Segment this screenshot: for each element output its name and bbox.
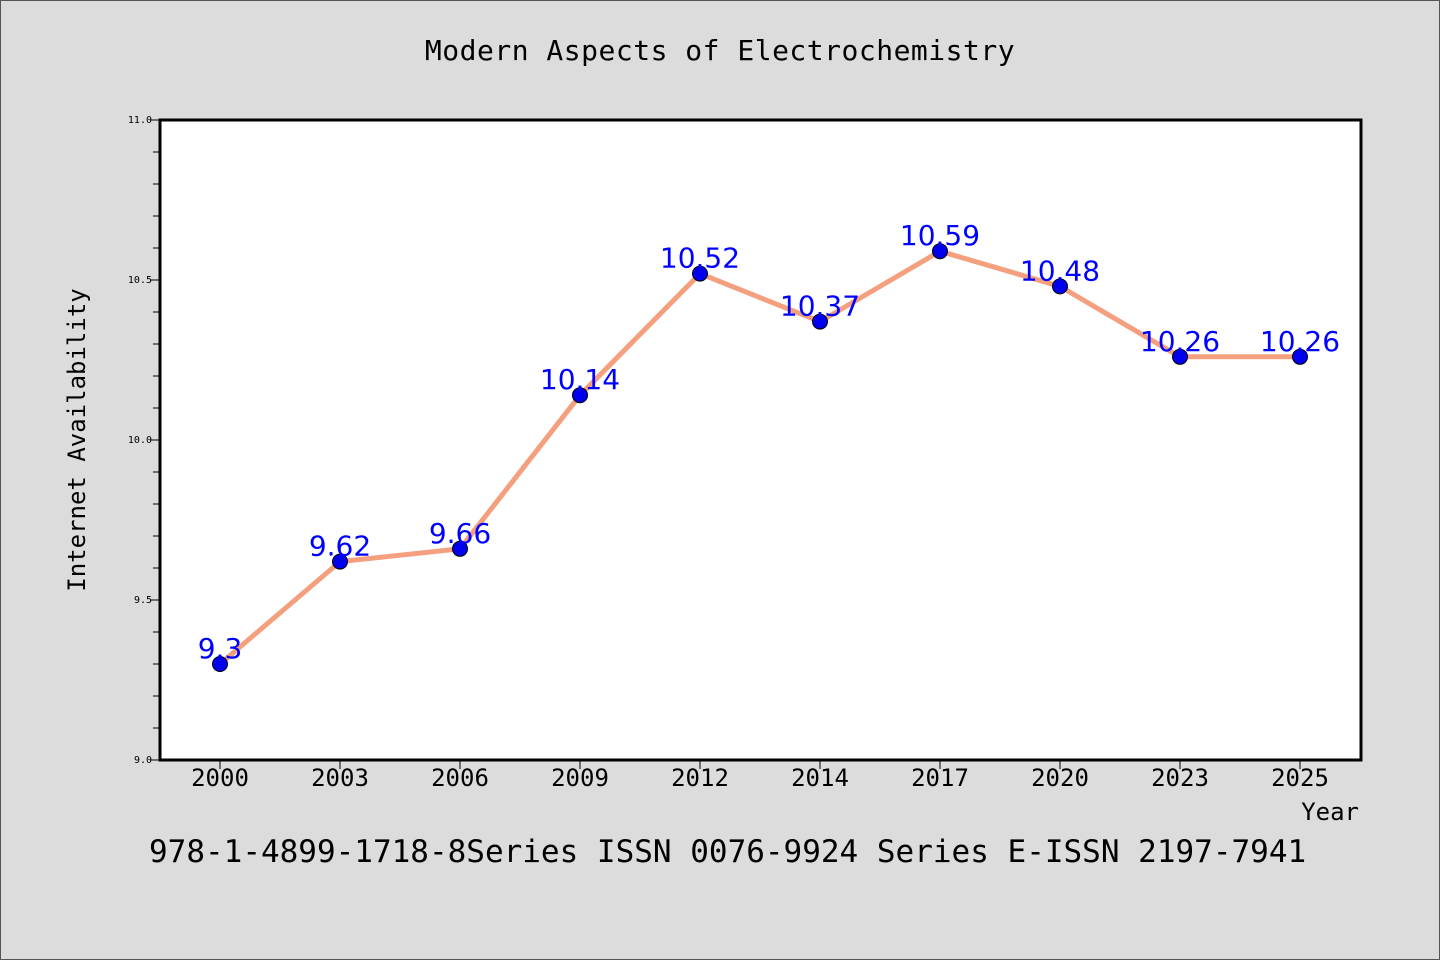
data-label: 10.59 [900, 219, 980, 252]
data-label: 10.52 [660, 242, 740, 275]
data-point-marker [452, 540, 468, 557]
data-point-marker [1052, 278, 1068, 295]
footer-isbn-issn: 978-1-4899-1718-8Series ISSN 0076-9924 S… [149, 834, 1307, 870]
data-label: 10.14 [540, 363, 620, 396]
y-tick-label: 11.0 [128, 115, 152, 126]
y-tick-label: 10.0 [128, 435, 152, 446]
x-tick-label: 2025 [1271, 764, 1329, 792]
x-tick-label: 2009 [551, 764, 609, 792]
data-point-marker [932, 243, 948, 260]
y-axis-label: Internet Availability [63, 288, 91, 591]
data-label: 9.62 [309, 530, 371, 563]
data-label: 9.3 [198, 632, 243, 665]
y-tick-label: 9.0 [134, 755, 152, 766]
x-tick-label: 2003 [311, 764, 369, 792]
x-tick-label: 2017 [911, 764, 969, 792]
data-point-marker [572, 387, 588, 404]
x-tick-label: 2006 [431, 764, 489, 792]
x-tick-label: 2000 [191, 764, 249, 792]
x-axis-label: Year [1301, 798, 1359, 826]
x-tick-label: 2020 [1031, 764, 1089, 792]
chart-title: Modern Aspects of Electrochemistry [424, 34, 1016, 67]
data-point-marker [212, 656, 228, 672]
data-label: 10.26 [1260, 325, 1340, 358]
data-point-marker [1292, 348, 1308, 365]
y-tick-label: 9.5 [134, 595, 152, 606]
data-point-marker [1172, 348, 1188, 365]
series-line [217, 248, 1303, 667]
data-point-marker [332, 553, 348, 570]
data-point-marker [812, 313, 828, 330]
data-label: 9.66 [429, 517, 491, 550]
data-label: 10.48 [1020, 254, 1100, 287]
x-tick-label: 2014 [791, 764, 849, 792]
y-tick-label: 10.5 [128, 275, 152, 286]
plot-area [158, 118, 1363, 762]
x-tick-label: 2012 [671, 764, 729, 792]
data-label: 10.26 [1140, 325, 1220, 358]
data-point-marker [692, 265, 708, 282]
x-tick-label: 2023 [1151, 764, 1209, 792]
data-label: 10.37 [780, 290, 860, 323]
